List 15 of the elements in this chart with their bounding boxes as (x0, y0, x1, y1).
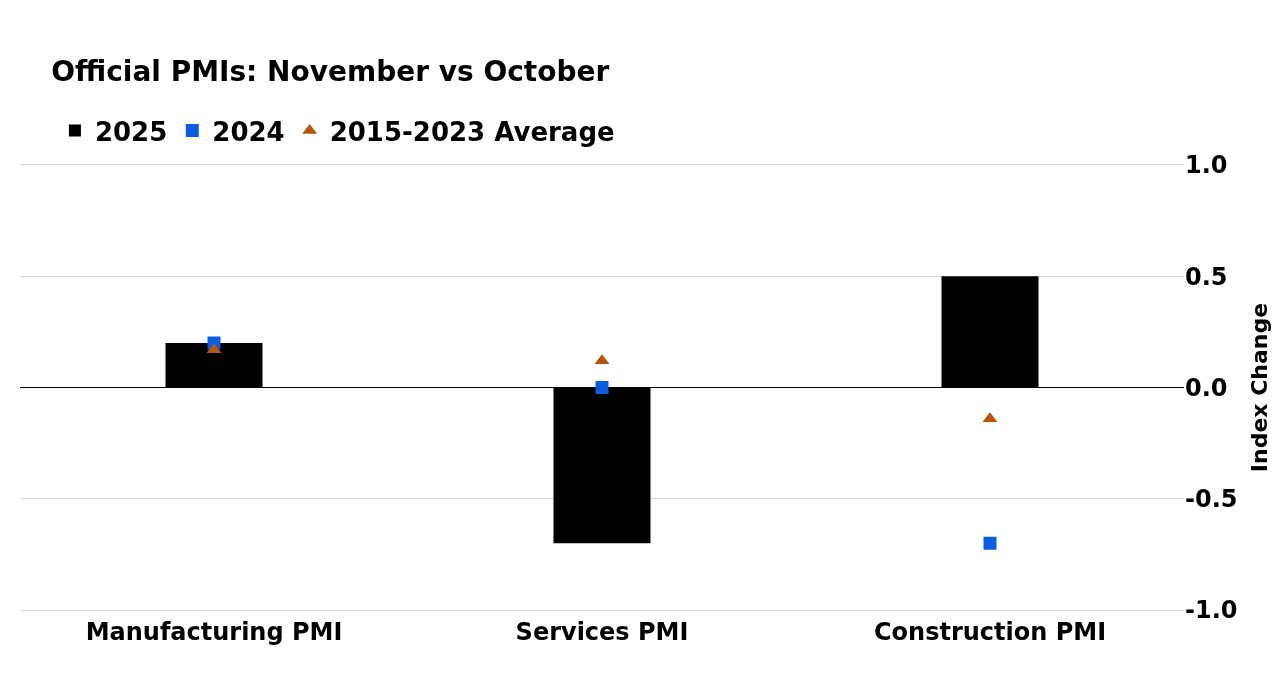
y-tick-label: 0.0 (1185, 373, 1228, 402)
x-tick-label: Manufacturing PMI (85, 617, 343, 646)
point (595, 381, 609, 394)
legend-label: 2024 (212, 116, 285, 147)
point (983, 536, 997, 550)
y-tick-label: -1.0 (1185, 596, 1238, 625)
y-tick-label: 0.5 (1185, 262, 1228, 291)
legend-label: 2015-2023 Average (329, 116, 615, 147)
y-tick-label: 1.0 (1185, 151, 1228, 180)
y-tick-label: -0.5 (1185, 485, 1238, 514)
legend-label: 2025 (94, 116, 168, 147)
chart-title: Official PMIs: November vs October (51, 54, 610, 88)
x-tick-label: Construction PMI (873, 617, 1107, 646)
y-axis-title: Index Change (1247, 302, 1273, 473)
x-tick-label: Services PMI (515, 617, 689, 646)
